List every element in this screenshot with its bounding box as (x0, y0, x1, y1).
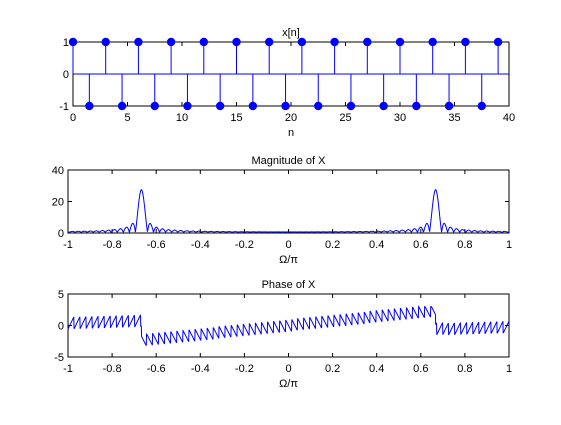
y-tick-label: 40 (52, 165, 64, 177)
stem-marker (101, 37, 110, 47)
x-tick-label: 5 (124, 112, 130, 124)
x-tick-label: 40 (503, 112, 515, 124)
x-tick-label: 0.8 (457, 239, 472, 251)
chart-title: Magnitude of X (252, 155, 327, 167)
subplot-2: Magnitude of X -1 -0.8 -0.6 -0.4 -0.2 0 0.2 0.4 0… (52, 155, 512, 266)
stem-marker (134, 37, 143, 47)
stem-marker (297, 37, 307, 47)
x-tick-label: -1 (63, 239, 73, 251)
y-tick-label: 0 (63, 69, 69, 81)
stem-marker (395, 37, 405, 47)
chart-title: x[n] (282, 27, 300, 39)
x-tick-label: -0.6 (147, 239, 166, 251)
stem-marker (117, 101, 127, 111)
x-tick-label: -0.8 (103, 239, 122, 251)
x-tick-label: -0.4 (191, 363, 210, 375)
x-tick-label: 0.6 (413, 239, 428, 251)
stem-marker (265, 37, 274, 47)
x-tick-label: 0.4 (369, 363, 384, 375)
stem-marker (183, 101, 192, 111)
x-axis-label: n (288, 127, 294, 139)
y-tick-label: -1 (59, 101, 69, 113)
x-axis-label: Ω/π (279, 378, 298, 390)
stem-marker (461, 37, 470, 47)
x-tick-label: -1 (63, 363, 73, 375)
x-tick-label: -0.6 (147, 363, 166, 375)
x-tick-label: 0.2 (325, 363, 340, 375)
y-tick-label: 5 (58, 289, 64, 301)
x-tick-label: -0.8 (103, 363, 122, 375)
stem-marker (428, 37, 437, 47)
x-tick-label: 0 (70, 112, 76, 124)
x-tick-label: 0 (285, 239, 291, 251)
x-tick-label: 35 (448, 112, 460, 124)
x-tick-label: 0.8 (457, 363, 472, 375)
x-axis-label: Ω/π (279, 254, 298, 266)
x-tick-label: 10 (176, 112, 188, 124)
x-tick-label: 0.4 (369, 239, 384, 251)
x-tick-label: 25 (339, 112, 351, 124)
chart-title: Phase of X (262, 279, 316, 291)
x-tick-label: -0.2 (235, 363, 254, 375)
stem-marker (379, 101, 388, 111)
y-tick-label: 0 (58, 321, 64, 333)
stem-marker (412, 101, 421, 111)
axes-box (67, 169, 510, 234)
stem-marker (314, 101, 323, 111)
x-tick-label: -0.2 (235, 239, 254, 251)
stem-marker (232, 37, 241, 47)
stem-marker (493, 37, 503, 47)
stem-marker (166, 37, 176, 47)
phase-line (67, 305, 510, 346)
magnitude-line (67, 189, 510, 234)
stem-marker (85, 101, 94, 111)
stem-marker (346, 101, 356, 111)
stem-marker (199, 37, 208, 47)
stem-marker (215, 101, 225, 111)
stem-marker (477, 101, 486, 111)
x-tick-label: 15 (230, 112, 242, 124)
x-tick-label: -0.4 (191, 239, 210, 251)
x-tick-label: 0.6 (413, 363, 428, 375)
subplot-3: Phase of X -1 -0.8 -0.6 -0.4 -0.2 0 0.2 0.4 0.6 0.… (54, 279, 512, 390)
y-tick-label: -5 (54, 352, 64, 364)
x-tick-label: 30 (394, 112, 406, 124)
stem-marker (68, 37, 78, 47)
stem-marker (281, 101, 290, 111)
y-tick-label: 20 (52, 197, 64, 209)
x-tick-label: 1 (506, 363, 512, 375)
x-tick-label: 0.2 (325, 239, 340, 251)
x-tick-label: 20 (285, 112, 297, 124)
stem-marker (248, 101, 258, 111)
stem-marker (150, 101, 159, 111)
y-tick-label: 1 (63, 37, 69, 49)
x-tick-label: 1 (506, 239, 512, 251)
stem-marker (363, 37, 372, 47)
stem-marker (444, 101, 454, 111)
stem-marker (330, 37, 339, 47)
y-tick-label: 0 (58, 228, 64, 240)
x-tick-label: 0 (285, 363, 291, 375)
